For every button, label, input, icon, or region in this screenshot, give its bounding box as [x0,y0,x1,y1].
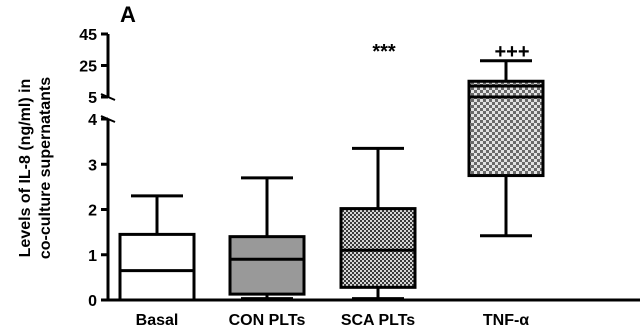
x-tick-label: CON PLTs [229,312,306,329]
x-tick-label: Basal [136,312,179,329]
x-tick-label: SCA PLTs [341,312,415,329]
y-axis-title-line-2: co-culture supernatants [37,77,54,259]
x-tick-label: TNF-α [483,312,529,329]
x-tick-labels: Basal CON PLTs SCA PLTs TNF-α [136,312,530,329]
box-2: *** [339,41,417,301]
panel-label: A [120,2,136,27]
significance-annotation: +++ [494,41,529,63]
box-iqr [339,207,417,289]
box-1 [228,176,306,301]
y-tick-label: 2 [88,203,97,220]
box-iqr [118,232,196,302]
box-0 [118,194,196,302]
box-lower-segment [467,95,545,178]
y-tick-label: 4 [88,112,97,129]
y-tick-label: 3 [88,157,97,174]
y-tick-label: 5 [88,90,97,107]
significance-annotation: *** [372,41,396,63]
y-tick-label: 45 [79,27,97,44]
y-tick-label: 25 [79,59,97,76]
boxes: *** +++ [118,41,545,302]
y-tick-label: 0 [88,293,97,310]
y-tick-label: 1 [88,248,97,265]
y-axis-title-line-1: Levels of IL-8 (ng/ml) in [17,79,34,258]
box-iqr [228,235,306,296]
box-3: +++ [467,41,545,238]
